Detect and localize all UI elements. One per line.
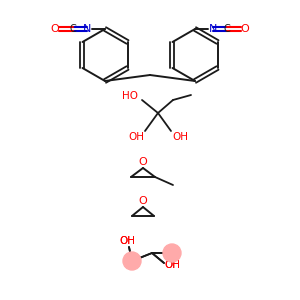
Text: OH: OH [119,236,135,246]
Circle shape [163,244,181,262]
Text: OH: OH [119,236,135,246]
Text: OH: OH [172,132,188,142]
Text: OH: OH [128,132,144,142]
Text: O: O [51,24,59,34]
Circle shape [123,252,141,270]
Text: OH: OH [164,260,180,270]
Text: N: N [209,24,217,34]
Text: C: C [224,24,230,34]
Text: O: O [241,24,249,34]
Text: HO: HO [122,91,138,101]
Text: O: O [139,157,147,167]
Text: OH: OH [164,260,180,270]
Text: C: C [70,24,76,34]
Text: N: N [83,24,91,34]
Text: O: O [139,196,147,206]
